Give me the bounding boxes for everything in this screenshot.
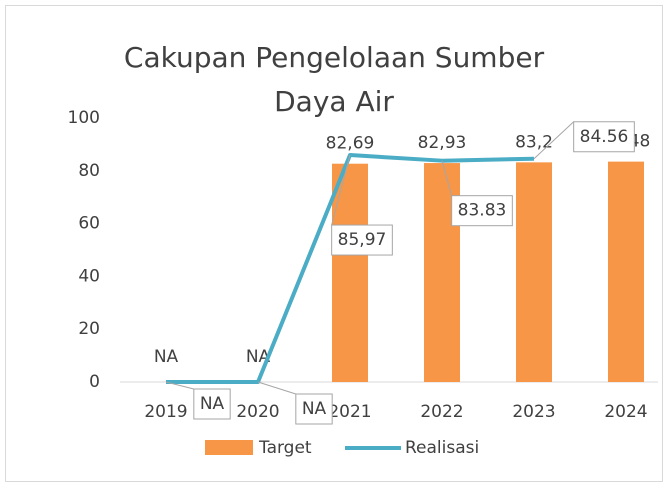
x-tick-label: 2020 — [236, 402, 279, 422]
x-tick-label: 2021 — [328, 402, 371, 422]
leader-line — [331, 154, 351, 226]
legend-label: Realisasi — [405, 438, 479, 458]
leader-line — [441, 160, 453, 196]
y-tick-label: 60 — [78, 214, 100, 234]
line-label: 83.83 — [458, 201, 507, 221]
x-tick-label: 2019 — [144, 402, 187, 422]
y-tick-label: 0 — [89, 372, 100, 392]
x-tick-label: 2024 — [604, 402, 647, 422]
line-label: 84.56 — [580, 127, 629, 147]
y-tick-label: 40 — [78, 266, 100, 286]
bar-label: 83,2 — [515, 132, 553, 152]
bar — [332, 163, 368, 382]
leader-line — [165, 381, 194, 390]
label-box — [193, 388, 231, 420]
y-tick-label: 100 — [68, 108, 100, 128]
legend-swatch — [205, 440, 253, 455]
chart-title: Cakupan Pengelolaan Sumber Daya Air — [123, 41, 545, 118]
bar-label: NA — [154, 347, 179, 367]
leader-line — [257, 381, 296, 395]
x-tick-label: 2023 — [512, 402, 555, 422]
leader-line — [533, 121, 575, 160]
bar-label: 82,93 — [418, 133, 467, 153]
legend-label: Target — [258, 438, 312, 458]
line-label: NA — [200, 394, 225, 414]
line-label: 85,97 — [338, 230, 387, 250]
x-tick-label: 2022 — [420, 402, 463, 422]
label-box — [451, 195, 513, 227]
label-box — [331, 224, 393, 256]
y-tick-label: 80 — [78, 161, 100, 181]
y-tick-label: 20 — [78, 319, 100, 339]
bar — [516, 162, 552, 382]
line-label: NA — [302, 399, 327, 419]
label-box — [295, 393, 333, 425]
bar — [608, 161, 644, 382]
label-box — [573, 121, 635, 153]
bar-label: 82,69 — [326, 134, 375, 154]
